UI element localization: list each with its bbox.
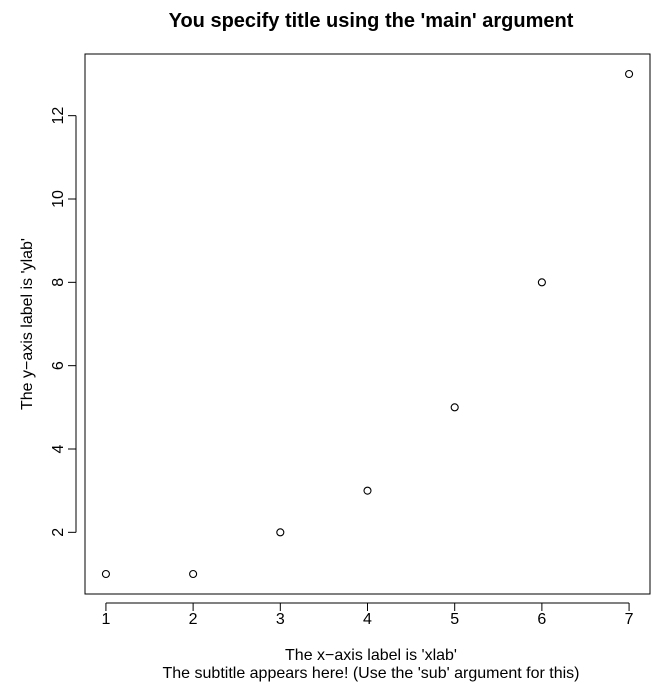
y-tick-label: 8 [50, 278, 67, 287]
x-tick-label: 3 [276, 611, 285, 628]
x-tick-label: 1 [101, 611, 110, 628]
y-tick-label: 4 [50, 444, 67, 453]
chart-subtitle: The subtitle appears here! (Use the 'sub… [163, 665, 580, 682]
data-point [537, 278, 546, 287]
y-tick-label: 12 [50, 107, 67, 125]
x-tick-label: 4 [363, 611, 372, 628]
x-tick-label: 2 [189, 611, 198, 628]
data-point [101, 569, 110, 579]
data-point [625, 69, 634, 79]
data-point [450, 403, 459, 412]
data-point [189, 569, 198, 579]
data-points [101, 69, 634, 579]
y-tick-label: 2 [50, 528, 67, 537]
data-point [363, 486, 372, 495]
x-tick-label: 6 [537, 611, 546, 628]
data-point [276, 528, 285, 537]
x-axis-label: The x−axis label is 'xlab' [285, 647, 457, 664]
y-tick-label: 10 [50, 190, 67, 208]
chart-title: You specify title using the 'main' argum… [169, 10, 574, 32]
x-tick-label: 7 [625, 611, 634, 628]
y-axis: 2 4 6 8 10 12 [50, 107, 77, 537]
y-tick-label: 6 [50, 361, 67, 370]
x-tick-label: 5 [450, 611, 459, 628]
y-axis-label: The y−axis label is 'ylab' [19, 238, 36, 410]
x-axis: 1 2 3 4 5 6 7 [101, 602, 634, 628]
plot-frame [84, 53, 651, 595]
